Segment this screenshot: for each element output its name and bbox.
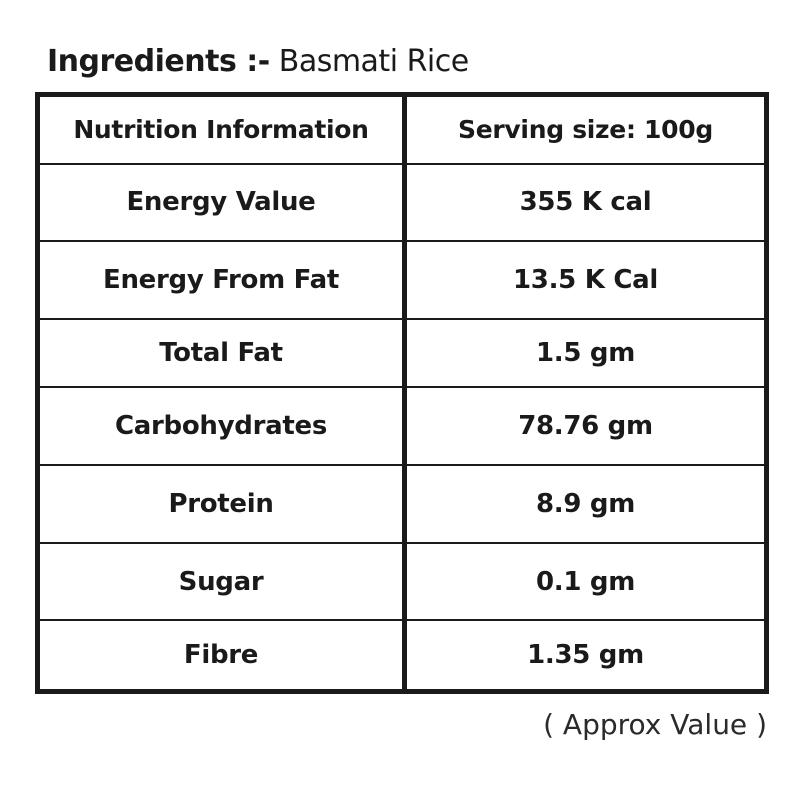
- nutrient-name: Total Fat: [40, 317, 407, 388]
- nutrient-amount: 13.5 K Cal: [404, 240, 764, 319]
- table-row: Protein 8.9 gm: [40, 464, 764, 543]
- header-serving-size: Serving size: 100g: [458, 115, 713, 145]
- ingredients-value: Basmati Rice: [278, 44, 469, 79]
- nutrient-name: Protein: [40, 464, 407, 543]
- nutrient-amount: 8.9 gm: [404, 464, 764, 543]
- table-header-row: Nutrition Information Serving size: 100g: [40, 97, 764, 164]
- nutrient-amount: 1.5 gm: [404, 317, 764, 388]
- nutrient-amount: 1.35 gm: [404, 619, 764, 689]
- ingredients-label: Ingredients :-: [47, 44, 270, 79]
- ingredients-line: Ingredients :- Basmati Rice: [47, 42, 469, 82]
- nutrient-name: Sugar: [40, 541, 407, 621]
- table-row: Sugar 0.1 gm: [40, 541, 764, 621]
- nutrient-amount: 355 K cal: [404, 162, 764, 242]
- nutrient-name: Fibre: [40, 619, 407, 689]
- approx-value-note: ( Approx Value ): [543, 708, 767, 741]
- table-row: Energy Value 355 K cal: [40, 162, 764, 242]
- table-row: Carbohydrates 78.76 gm: [40, 386, 764, 466]
- nutrient-name: Energy From Fat: [40, 240, 407, 319]
- table-row: Fibre 1.35 gm: [40, 619, 764, 689]
- nutrient-amount: 0.1 gm: [404, 541, 764, 621]
- nutrient-amount: 78.76 gm: [404, 386, 764, 466]
- nutrition-table: Nutrition Information Serving size: 100g…: [35, 92, 769, 694]
- header-nutrition-information: Nutrition Information: [40, 97, 407, 164]
- table-row: Total Fat 1.5 gm: [40, 317, 764, 388]
- table-row: Energy From Fat 13.5 K Cal: [40, 240, 764, 319]
- nutrient-name: Carbohydrates: [40, 386, 407, 466]
- nutrient-name: Energy Value: [40, 162, 407, 242]
